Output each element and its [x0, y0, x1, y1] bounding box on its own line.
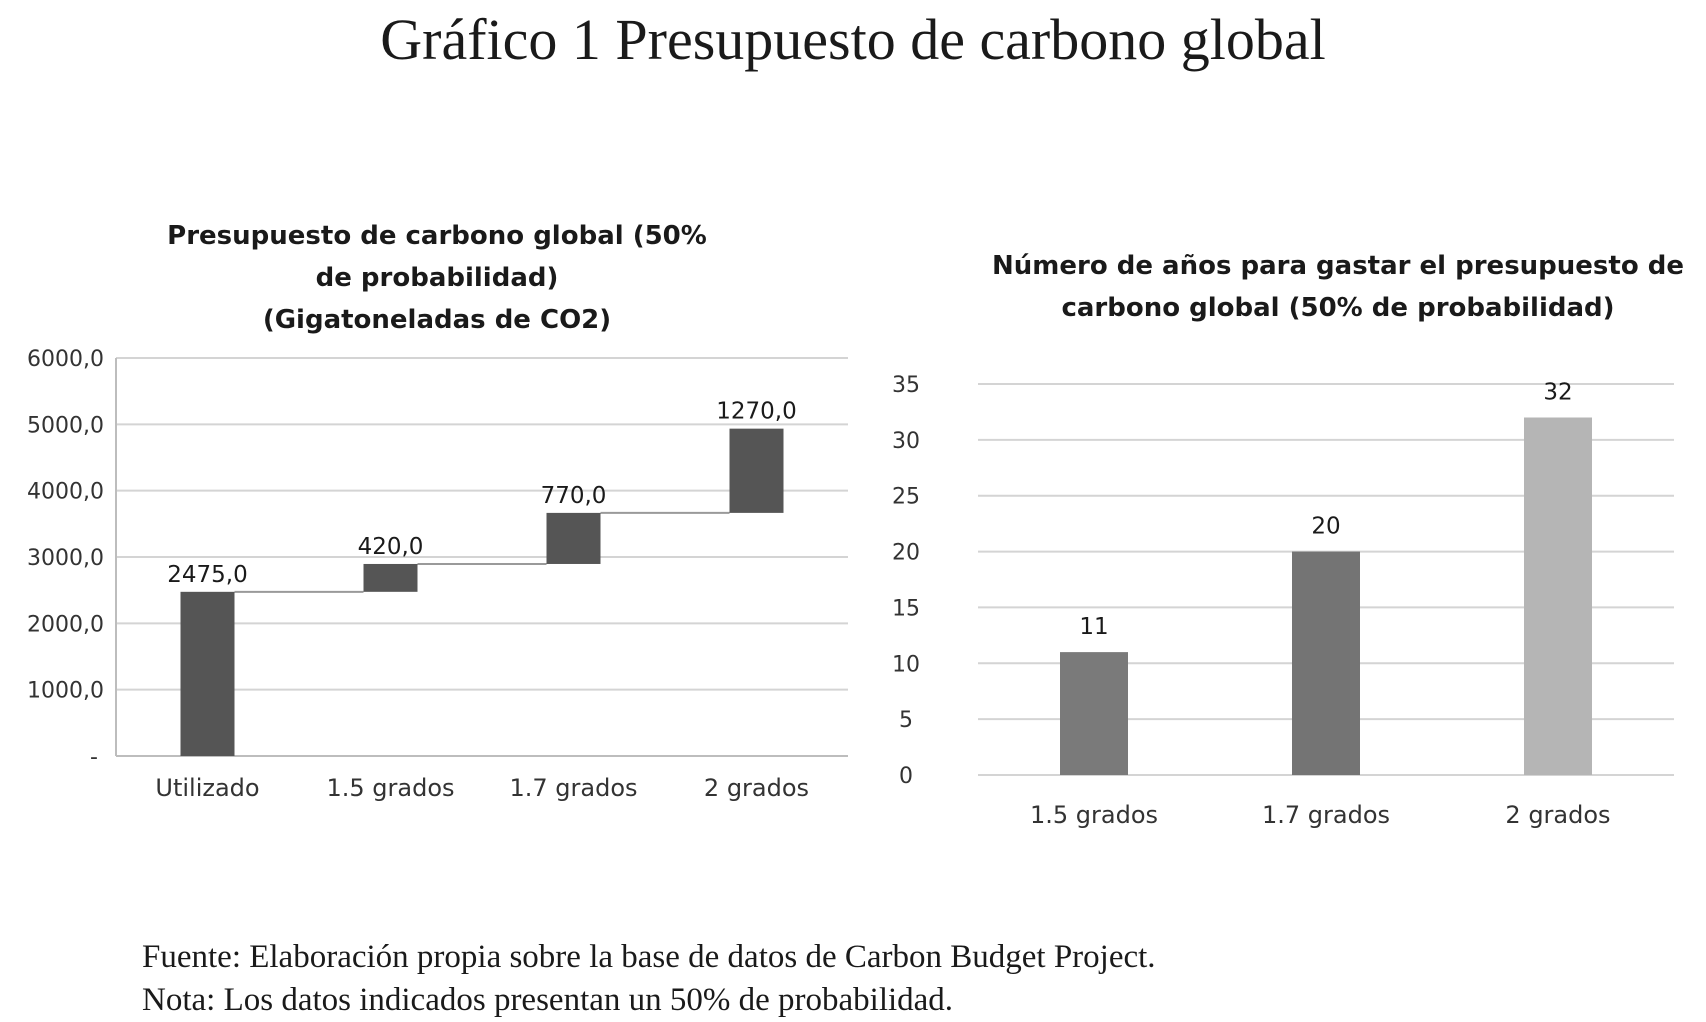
chart-title-line: (Gigatoneladas de CO2)	[263, 305, 611, 335]
waterfall-bar	[180, 591, 235, 756]
y-tick-label: 4000,0	[27, 480, 104, 505]
y-tick-label: 30	[892, 429, 920, 454]
x-category-label: 2 grados	[1505, 801, 1610, 829]
data-label: 2475,0	[167, 562, 247, 588]
y-tick-label: 1000,0	[27, 679, 104, 704]
y-tick-label: 5	[899, 708, 913, 733]
data-label: 1270,0	[716, 399, 796, 425]
data-label: 32	[1543, 380, 1572, 406]
x-category-label: Utilizado	[155, 774, 259, 802]
y-tick-label: 6000,0	[27, 347, 104, 372]
years-bar-chart: Número de años para gastar el presupuest…	[892, 251, 1684, 829]
chart-title-line: de probabilidad)	[316, 263, 559, 293]
waterfall-chart: Presupuesto de carbono global (50% de pro…	[27, 221, 848, 802]
x-category-label: 1.5 grados	[326, 774, 454, 802]
x-category-label: 2 grados	[704, 774, 809, 802]
footnotes: Fuente: Elaboración propia sobre la base…	[142, 936, 1156, 1022]
data-label: 20	[1311, 514, 1340, 540]
y-tick-label: 35	[892, 373, 920, 398]
page-title: Gráfico 1 Presupuesto de carbono global	[380, 7, 1326, 72]
y-tick-label: 15	[892, 596, 920, 621]
chart-title-line: carbono global (50% de probabilidad)	[1061, 293, 1614, 323]
y-tick-label: 20	[892, 541, 920, 566]
chart-title-line: Presupuesto de carbono global (50%	[167, 221, 707, 251]
y-tick-label: 2000,0	[27, 612, 104, 637]
y-tick-label: 3000,0	[27, 546, 104, 571]
x-category-label: 1.5 grados	[1030, 801, 1158, 829]
waterfall-bar	[729, 428, 784, 513]
bar	[1292, 551, 1360, 775]
bar	[1060, 652, 1128, 775]
y-tick-label: 0	[899, 764, 913, 789]
data-label: 11	[1079, 614, 1108, 640]
bar	[1524, 417, 1592, 775]
y-tick-label: -	[90, 745, 98, 770]
source-note: Fuente: Elaboración propia sobre la base…	[142, 939, 1156, 975]
x-category-label: 1.7 grados	[1262, 801, 1390, 829]
x-category-label: 1.7 grados	[509, 774, 637, 802]
y-tick-label: 5000,0	[27, 413, 104, 438]
y-tick-label: 10	[892, 652, 920, 677]
chart-title-line: Número de años para gastar el presupuest…	[992, 251, 1684, 281]
waterfall-bar	[546, 512, 601, 564]
data-label: 420,0	[358, 534, 424, 560]
data-note: Nota: Los datos indicados presentan un 5…	[142, 982, 954, 1018]
y-tick-label: 25	[892, 485, 920, 510]
waterfall-bar	[363, 563, 418, 592]
data-label: 770,0	[541, 483, 607, 509]
